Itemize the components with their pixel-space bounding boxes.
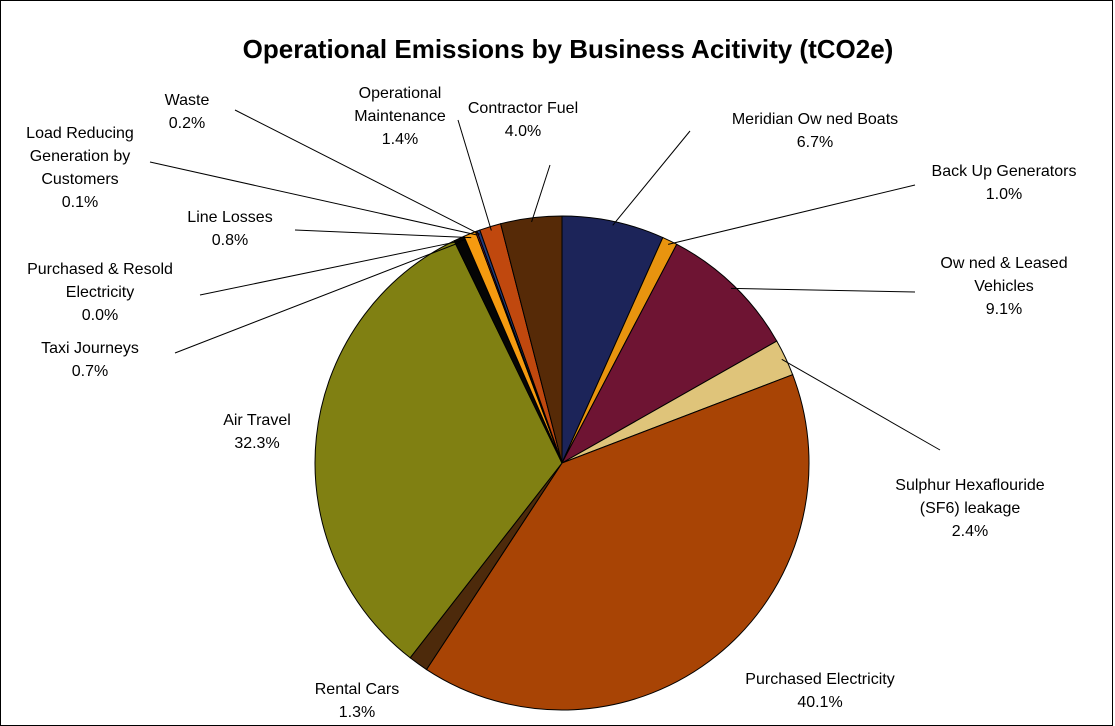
label-line: Contractor Fuel bbox=[468, 100, 578, 117]
label-line: Taxi Journeys bbox=[41, 340, 139, 357]
label-purchased-resold-electricity: Purchased & Resold Electricity 0.0% bbox=[27, 261, 173, 324]
label-line: 9.1% bbox=[986, 301, 1022, 318]
label-line: Ow ned & Leased bbox=[940, 255, 1067, 272]
label-line: 0.0% bbox=[82, 307, 118, 324]
leader-meridian-ow-ned-boats bbox=[612, 130, 691, 226]
leader-back-up-generators bbox=[668, 184, 916, 245]
label-line: (SF6) leakage bbox=[920, 500, 1021, 517]
label-line: Line Losses bbox=[187, 209, 272, 226]
chart-title: Operational Emissions by Business Acitiv… bbox=[243, 34, 894, 64]
label-line: 0.8% bbox=[212, 232, 248, 249]
label-line: Purchased Electricity bbox=[745, 671, 894, 688]
label-line: Sulphur Hexaflouride bbox=[895, 477, 1045, 494]
slice-ow-ned-leased-vehicles bbox=[560, 243, 778, 465]
label-back-up-generators: Back Up Generators 1.0% bbox=[932, 163, 1077, 203]
label-line: Maintenance bbox=[354, 108, 446, 125]
label-line: 6.7% bbox=[797, 134, 833, 151]
label-line: Rental Cars bbox=[315, 681, 399, 698]
label-air-travel: Air Travel 32.3% bbox=[223, 412, 291, 452]
label-line: 2.4% bbox=[952, 523, 988, 540]
label-line: Generation by bbox=[30, 148, 131, 165]
label-line: Operational bbox=[359, 85, 442, 102]
label-line: Back Up Generators bbox=[932, 163, 1077, 180]
label-waste: Waste 0.2% bbox=[165, 92, 210, 132]
label-line: 1.3% bbox=[339, 704, 375, 721]
label-rental-cars: Rental Cars 1.3% bbox=[315, 681, 399, 721]
label-line: Customers bbox=[41, 171, 118, 188]
label-line: 40.1% bbox=[797, 694, 842, 711]
label-purchased-electricity: Purchased Electricity 40.1% bbox=[745, 671, 894, 711]
label-line: Waste bbox=[165, 92, 210, 109]
label-load-reducing-generation-by-customers: Load Reducing Generation by Customers 0.1% bbox=[26, 125, 134, 211]
leader-load-reducing-generation-by-customers bbox=[149, 161, 478, 236]
label-ow-ned-leased-vehicles: Ow ned & Leased Vehicles 9.1% bbox=[940, 255, 1067, 318]
label-sulphur-hexaflouride-sf6-leakage: Sulphur Hexaflouride (SF6) leakage 2.4% bbox=[895, 477, 1045, 540]
label-contractor-fuel: Contractor Fuel 4.0% bbox=[468, 100, 578, 140]
leader-contractor-fuel bbox=[531, 164, 551, 223]
label-line: Meridian Ow ned Boats bbox=[732, 111, 898, 128]
label-taxi-journeys: Taxi Journeys 0.7% bbox=[41, 340, 139, 380]
label-meridian-ow-ned-boats: Meridian Ow ned Boats 6.7% bbox=[732, 111, 898, 151]
leader-line-losses bbox=[294, 229, 472, 239]
label-line: 1.0% bbox=[986, 186, 1022, 203]
label-line-losses: Line Losses 0.8% bbox=[187, 209, 272, 249]
leader-waste bbox=[234, 109, 480, 235]
leader-ow-ned-leased-vehicles bbox=[730, 287, 916, 293]
slice-purchased-electricity bbox=[425, 374, 810, 711]
leader-sulphur-hexaflouride-sf6-leakage bbox=[781, 358, 941, 451]
label-line: Electricity bbox=[66, 284, 134, 301]
label-line: Air Travel bbox=[223, 412, 291, 429]
label-line: Purchased & Resold bbox=[27, 261, 173, 278]
label-line: 4.0% bbox=[505, 123, 541, 140]
label-line: 32.3% bbox=[234, 435, 279, 452]
label-line: 0.7% bbox=[72, 363, 108, 380]
slice-contractor-fuel bbox=[500, 215, 563, 464]
label-operational-maintenance: Operational Maintenance 1.4% bbox=[354, 85, 446, 148]
leader-lines bbox=[149, 109, 941, 451]
slice-labels: Meridian Ow ned Boats 6.7% Back Up Generat… bbox=[26, 85, 1076, 721]
label-line: 0.2% bbox=[169, 115, 205, 132]
label-line: 1.4% bbox=[382, 131, 418, 148]
label-line: Vehicles bbox=[974, 278, 1034, 295]
leader-taxi-journeys bbox=[174, 241, 461, 354]
label-line: 0.1% bbox=[62, 194, 98, 211]
slice-air-travel bbox=[314, 240, 563, 659]
label-line: Load Reducing bbox=[26, 125, 134, 142]
leader-purchased-resold-electricity bbox=[199, 239, 466, 296]
pie-slices bbox=[314, 215, 810, 711]
leader-operational-maintenance bbox=[457, 119, 492, 231]
